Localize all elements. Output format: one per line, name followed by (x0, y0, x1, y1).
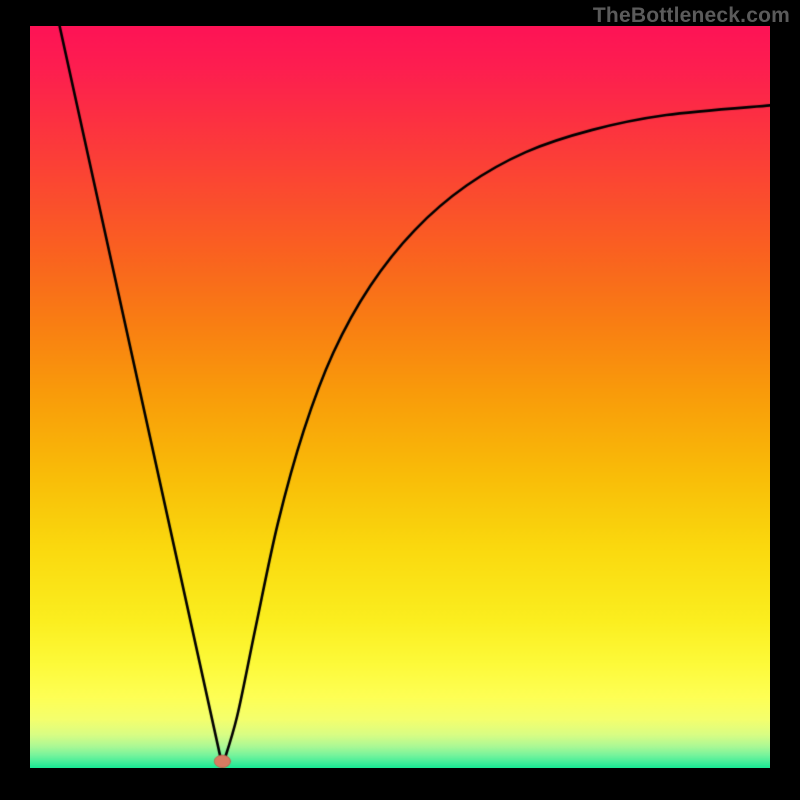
watermark-text: TheBottleneck.com (593, 4, 790, 28)
chart-container: TheBottleneck.com (0, 0, 800, 800)
plot-area (30, 26, 770, 768)
bottleneck-curve-canvas (30, 26, 770, 768)
